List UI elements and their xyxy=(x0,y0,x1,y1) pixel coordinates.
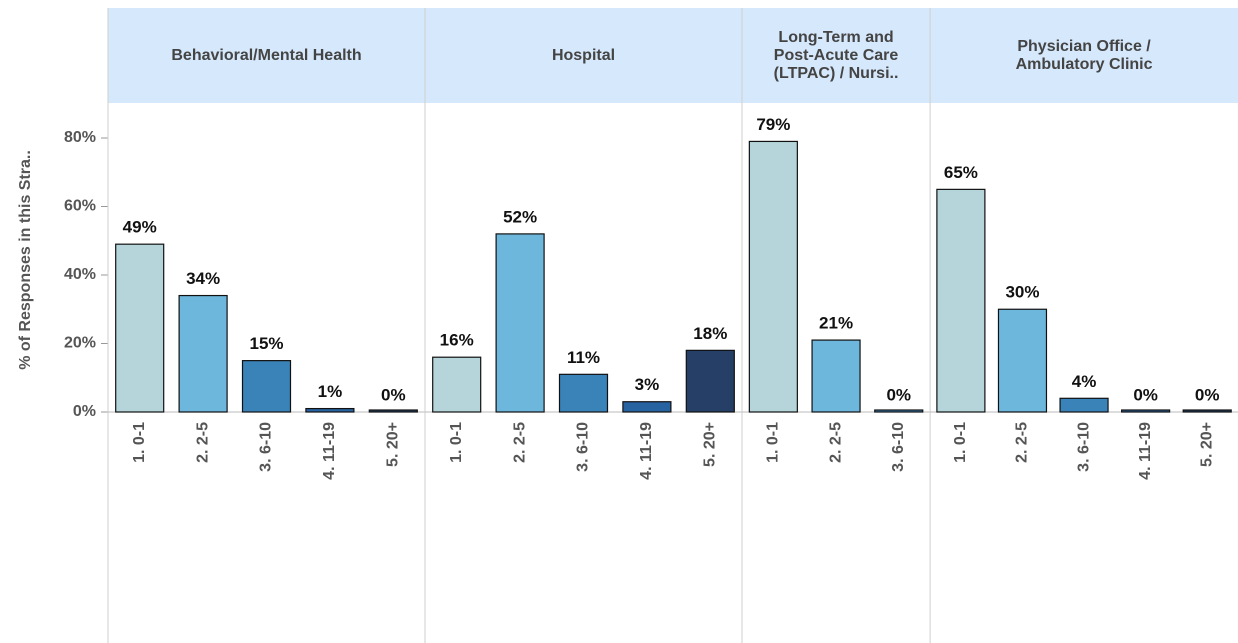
bar xyxy=(115,243,165,413)
x-tick-label: 2. 2-5 xyxy=(1014,422,1031,463)
x-tick-label: 3. 6-10 xyxy=(258,422,275,472)
x-tick-label: 1. 0-1 xyxy=(131,422,148,463)
bar xyxy=(368,409,418,413)
y-tick-label: 80% xyxy=(64,129,96,146)
value-label: 49% xyxy=(123,218,157,237)
value-label: 11% xyxy=(567,348,600,367)
bar xyxy=(685,349,735,413)
x-tick-label: 5. 20+ xyxy=(702,422,719,467)
x-tick-label: 4. 11-19 xyxy=(321,422,338,480)
bar xyxy=(936,188,986,413)
x-tick-label: 4. 11-19 xyxy=(638,422,655,480)
x-tick-label: 2. 2-5 xyxy=(827,422,844,463)
y-axis-label: % of Responses in this Stra.. xyxy=(17,150,34,370)
panel-title: Behavioral/Mental Health xyxy=(171,47,361,64)
x-tick-label: 1. 0-1 xyxy=(952,422,969,463)
bar xyxy=(874,409,924,413)
value-label: 30% xyxy=(1005,283,1039,302)
value-label: 21% xyxy=(819,314,853,333)
panel-title: Long-Term and xyxy=(778,29,893,46)
bar xyxy=(558,373,609,413)
x-tick-label: 2. 2-5 xyxy=(194,422,211,463)
bar xyxy=(997,308,1048,413)
value-label: 3% xyxy=(635,375,660,394)
value-label: 4% xyxy=(1072,372,1097,391)
x-tick-label: 3. 6-10 xyxy=(575,422,592,472)
value-label: 15% xyxy=(249,334,283,353)
value-label: 18% xyxy=(693,324,727,343)
x-tick-label: 2. 2-5 xyxy=(511,422,528,463)
y-tick-label: 60% xyxy=(64,198,96,215)
panel-title: Ambulatory Clinic xyxy=(1016,56,1153,73)
panel-title: Post-Acute Care xyxy=(774,47,899,64)
x-tick-label: 4. 11-19 xyxy=(1137,422,1154,480)
value-label: 1% xyxy=(318,382,343,401)
x-tick-label: 1. 0-1 xyxy=(448,422,465,463)
x-tick-label: 5. 20+ xyxy=(1198,422,1215,467)
panel-title: Physician Office / xyxy=(1017,38,1151,55)
value-label: 16% xyxy=(440,331,474,350)
bar xyxy=(241,360,292,413)
bar xyxy=(1121,409,1171,413)
bar xyxy=(622,401,672,413)
y-tick-label: 0% xyxy=(73,403,96,420)
value-label: 0% xyxy=(1133,385,1158,404)
bar xyxy=(178,294,228,413)
panel-title: (LTPAC) / Nursi.. xyxy=(774,65,899,82)
value-label: 65% xyxy=(944,163,978,182)
value-label: 52% xyxy=(503,207,537,226)
value-label: 34% xyxy=(186,269,220,288)
bar xyxy=(495,233,545,413)
bar xyxy=(432,356,482,413)
value-label: 0% xyxy=(1195,385,1220,404)
header-band xyxy=(108,8,1238,103)
bar xyxy=(748,140,798,413)
bar xyxy=(811,339,861,413)
value-label: 79% xyxy=(756,115,790,134)
value-label: 0% xyxy=(381,385,406,404)
x-tick-label: 3. 6-10 xyxy=(1075,422,1092,472)
y-tick-label: 20% xyxy=(64,335,96,352)
panel-title: Hospital xyxy=(552,47,615,64)
bar xyxy=(1182,409,1232,413)
value-label: 0% xyxy=(886,385,911,404)
bar xyxy=(305,407,355,413)
x-tick-label: 1. 0-1 xyxy=(765,422,782,463)
bar xyxy=(1059,397,1109,413)
x-tick-label: 3. 6-10 xyxy=(890,422,907,472)
x-tick-label: 5. 20+ xyxy=(385,422,402,467)
y-tick-label: 40% xyxy=(64,266,96,283)
